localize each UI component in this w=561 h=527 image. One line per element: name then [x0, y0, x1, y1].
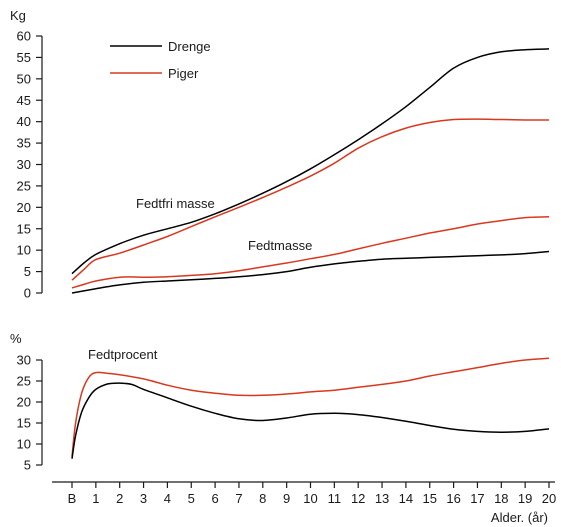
bottom-y-axis-title: % — [10, 331, 22, 346]
bottom-y-tick-label: 25 — [17, 374, 31, 389]
top-y-tick-label: 25 — [17, 178, 31, 193]
bottom-y-tick-label: 15 — [17, 416, 31, 431]
top-panel-axes: 0 5 10 15 20 25 30 35 40 45 50 55 60 — [17, 29, 43, 301]
x-tick-label: 11 — [328, 491, 342, 506]
x-tick-label: 18 — [494, 491, 508, 506]
top-series-fedtmasse-drenge — [71, 250, 550, 294]
x-tick-label: 20 — [542, 491, 556, 506]
top-series-fedtfri-masse-drenge — [71, 48, 550, 275]
x-tick-label: 1 — [92, 491, 99, 506]
x-tick-label: 9 — [283, 491, 290, 506]
x-tick-label: 17 — [470, 491, 484, 506]
x-tick-label: 3 — [140, 491, 147, 506]
x-tick-label: 16 — [446, 491, 460, 506]
top-y-axis-title: Kg — [10, 8, 26, 23]
top-y-tick-label: 5 — [24, 264, 31, 279]
x-tick-label: B — [68, 491, 77, 506]
x-tick-label: 6 — [211, 491, 218, 506]
x-tick-label: 2 — [116, 491, 123, 506]
top-y-tick-label: 10 — [17, 243, 31, 258]
x-tick-label: 15 — [423, 491, 437, 506]
top-y-tick-label: 35 — [17, 136, 31, 151]
bottom-y-tick-label: 30 — [17, 353, 31, 368]
x-tick-label: 13 — [375, 491, 389, 506]
x-tick-label: 4 — [164, 491, 171, 506]
annotation-fedtprocent: Fedtprocent — [88, 347, 158, 362]
top-series-fedtfri-masse-piger — [71, 118, 549, 281]
x-tick-label: 10 — [303, 491, 317, 506]
annotation-fedtfri-masse: Fedtfri masse — [136, 196, 215, 211]
x-axis-title: Alder. (år) — [491, 510, 548, 525]
top-y-tick-label: 0 — [24, 286, 31, 301]
annotation-fedtmasse: Fedtmasse — [248, 238, 312, 253]
bottom-y-tick-label: 10 — [17, 437, 31, 452]
x-tick-label: 5 — [188, 491, 195, 506]
legend-label-drenge: Drenge — [168, 39, 211, 54]
top-y-tick-label: 40 — [17, 114, 31, 129]
bottom-y-tick-label: 5 — [24, 458, 31, 473]
legend-label-piger: Piger — [168, 66, 199, 81]
top-y-tick-label: 15 — [17, 221, 31, 236]
x-tick-label: 8 — [259, 491, 266, 506]
top-y-tick-label: 45 — [17, 93, 31, 108]
x-tick-label: 12 — [351, 491, 365, 506]
bottom-series-fedtprocent-drenge — [71, 382, 550, 459]
top-series-fedtmasse-piger — [71, 216, 550, 289]
bottom-panel-series — [71, 357, 550, 459]
top-y-tick-label: 60 — [17, 29, 31, 44]
x-tick-label: 7 — [235, 491, 242, 506]
legend: Drenge Piger — [110, 39, 211, 81]
x-tick-label: 19 — [518, 491, 532, 506]
top-y-tick-label: 20 — [17, 200, 31, 215]
top-y-tick-label: 50 — [17, 71, 31, 86]
bottom-series-fedtprocent-piger — [71, 357, 550, 457]
top-y-tick-label: 55 — [17, 50, 31, 65]
top-y-tick-label: 30 — [17, 157, 31, 172]
top-panel-series — [71, 48, 550, 294]
bottom-y-tick-label: 20 — [17, 395, 31, 410]
x-tick-label: 14 — [399, 491, 413, 506]
